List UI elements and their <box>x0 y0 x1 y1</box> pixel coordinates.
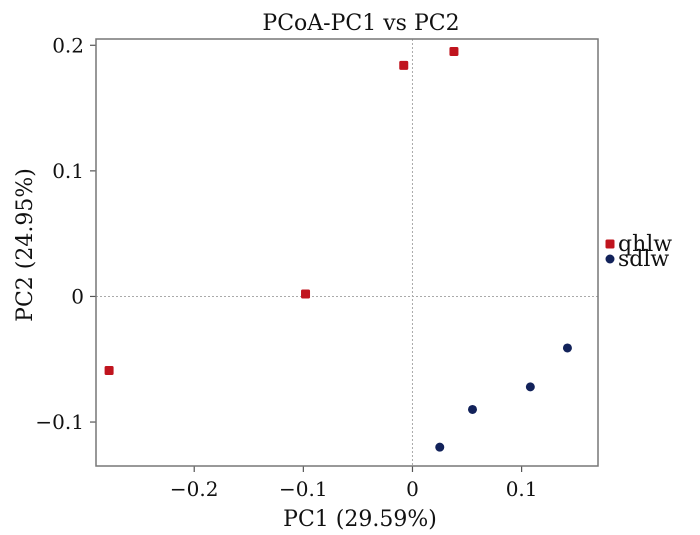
legend-label-qhlw: qhlw <box>618 232 672 257</box>
point-sdlw <box>468 404 477 414</box>
x-tick-label: −0.2 <box>170 477 219 501</box>
point-qhlw <box>449 47 459 57</box>
data-points <box>104 47 572 452</box>
y-tick-label: 0 <box>71 284 84 308</box>
point-qhlw <box>301 289 311 299</box>
y-tick-label: 0.2 <box>52 33 84 57</box>
point-qhlw <box>399 60 409 70</box>
chart-title: PCoA-PC1 vs PC2 <box>262 11 459 36</box>
plot-frame <box>95 38 599 467</box>
x-tick-label: 0.1 <box>506 477 538 501</box>
axis-ticks: −0.2 −0.1 0 0.1 −0.1 0 0.1 0.2 <box>35 33 537 501</box>
point-sdlw <box>525 382 535 392</box>
legend-marker-qhlw <box>605 239 615 249</box>
x-axis-label: PC1 (29.59%) <box>283 507 437 532</box>
point-sdlw <box>435 442 445 452</box>
y-axis-label: PC2 (24.95%) <box>13 168 38 322</box>
plot-area: −0.2 −0.1 0 0.1 −0.1 0 0.1 0.2 <box>35 33 599 501</box>
point-qhlw <box>104 366 114 376</box>
y-tick-label: −0.1 <box>35 410 84 434</box>
legend-marker-sdlw <box>605 254 615 264</box>
x-tick-label: −0.1 <box>279 477 328 501</box>
x-tick-label: 0 <box>406 477 419 501</box>
legend-label-sdlw: sdlw <box>618 247 669 272</box>
y-tick-label: 0.1 <box>52 159 84 183</box>
point-sdlw <box>562 343 572 353</box>
